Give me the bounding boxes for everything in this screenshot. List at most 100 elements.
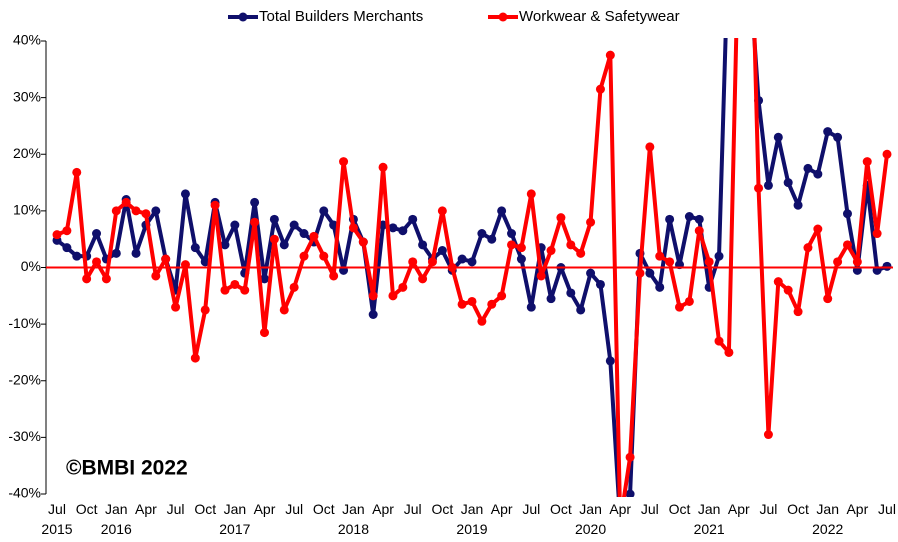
series-marker	[477, 229, 487, 239]
series-marker	[625, 489, 635, 497]
x-tick-label: Jan 2021	[694, 501, 725, 537]
month-label: Jul	[522, 501, 540, 517]
series-marker	[813, 169, 823, 179]
year-label: 2017	[219, 521, 250, 537]
month-label: Oct	[431, 501, 453, 517]
series-marker	[467, 257, 477, 267]
year-label: 2015	[41, 521, 72, 537]
series-marker	[368, 291, 378, 301]
series-marker	[289, 220, 299, 230]
series-marker	[467, 296, 477, 306]
series-marker	[151, 206, 161, 216]
series-marker	[556, 213, 566, 223]
month-label: Jan	[579, 501, 602, 517]
x-tick-label: Oct	[194, 501, 216, 517]
series-marker	[72, 251, 82, 261]
series-marker	[625, 452, 635, 462]
x-tick-label: Oct	[76, 501, 98, 517]
series-marker	[546, 294, 556, 304]
series-marker	[783, 178, 793, 188]
x-tick-label: Oct	[787, 501, 809, 517]
series-marker	[260, 274, 269, 284]
series-marker	[684, 296, 694, 306]
x-tick-label: Jul	[522, 501, 540, 517]
x-tick-label: Jul	[285, 501, 303, 517]
series-marker	[645, 142, 655, 152]
year-label: 2016	[101, 521, 132, 537]
year-label: 2019	[456, 521, 487, 537]
series-marker	[497, 291, 507, 301]
series-marker	[180, 189, 190, 199]
month-label: Jul	[641, 501, 659, 517]
series-marker	[319, 251, 329, 261]
series-marker	[398, 226, 408, 236]
x-tick-label: Jul	[641, 501, 659, 517]
series-marker	[793, 307, 803, 317]
series-marker	[457, 254, 467, 264]
series-marker	[882, 261, 892, 271]
x-tick-label: Jul 2015	[41, 501, 72, 537]
series-marker	[457, 299, 467, 309]
series-marker	[635, 268, 645, 278]
series-marker	[210, 200, 220, 210]
series-marker	[783, 285, 793, 295]
y-tick-label: 40%	[13, 32, 41, 48]
x-tick-label: Jul	[759, 501, 777, 517]
year-label: 2020	[575, 521, 606, 537]
series-marker	[823, 294, 833, 304]
series-marker	[645, 268, 655, 278]
series-marker	[200, 305, 210, 315]
series-marker	[309, 231, 319, 241]
y-tick-label: -30%	[8, 428, 41, 444]
month-label: Jan	[105, 501, 128, 517]
legend-label: Workwear & Safetywear	[519, 8, 680, 25]
series-marker	[92, 257, 102, 267]
series-marker	[526, 302, 536, 312]
series-marker	[833, 132, 843, 142]
series-marker	[694, 226, 704, 236]
series-marker	[704, 257, 714, 267]
series-marker	[190, 243, 200, 253]
series-marker	[190, 353, 200, 363]
x-tick-label: Jan 2020	[575, 501, 606, 537]
series-marker	[240, 285, 250, 295]
series-marker	[388, 223, 398, 233]
x-tick-label: Apr	[728, 501, 750, 517]
series-marker	[408, 257, 418, 267]
month-label: Apr	[728, 501, 750, 517]
series-marker	[566, 288, 576, 298]
y-tick-label: 20%	[13, 145, 41, 161]
month-label: Apr	[135, 501, 157, 517]
series-marker	[497, 206, 507, 216]
series-marker	[773, 277, 783, 287]
series-marker	[655, 251, 665, 261]
series-marker	[862, 157, 872, 167]
month-label: Jul	[759, 501, 777, 517]
series-marker	[852, 257, 862, 267]
series-marker	[754, 183, 764, 193]
x-tick-label: Apr	[254, 501, 276, 517]
month-label: Apr	[846, 501, 868, 517]
series-marker	[842, 240, 852, 250]
series-marker	[516, 254, 526, 264]
series-marker	[487, 299, 497, 309]
month-label: Jul	[878, 501, 896, 517]
series-marker	[882, 149, 892, 159]
series-marker	[516, 243, 526, 253]
series-marker	[714, 336, 724, 346]
series-marker	[763, 430, 773, 440]
series-marker	[329, 271, 339, 281]
series-marker	[408, 214, 418, 224]
series-marker	[507, 229, 517, 239]
series-marker	[437, 246, 447, 256]
series-marker	[586, 268, 596, 278]
month-label: Oct	[787, 501, 809, 517]
series-marker	[507, 240, 517, 250]
series-marker	[418, 274, 428, 284]
series-marker	[250, 217, 260, 227]
series-marker	[200, 257, 210, 267]
series-marker	[279, 240, 289, 250]
series-marker	[161, 254, 171, 264]
month-label: Jan	[816, 501, 839, 517]
month-label: Apr	[254, 501, 276, 517]
